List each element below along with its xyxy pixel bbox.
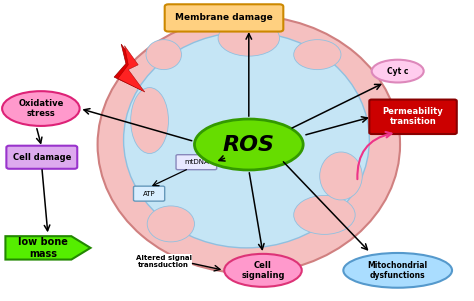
Text: Altered signal
transduction: Altered signal transduction: [136, 255, 192, 268]
Ellipse shape: [218, 20, 280, 56]
Text: Mitochondrial
dysfunctions: Mitochondrial dysfunctions: [368, 261, 428, 280]
Ellipse shape: [147, 206, 194, 242]
Ellipse shape: [294, 40, 341, 70]
Text: ROS: ROS: [223, 135, 275, 154]
FancyBboxPatch shape: [369, 100, 457, 134]
Ellipse shape: [319, 152, 362, 200]
Ellipse shape: [294, 195, 355, 234]
FancyBboxPatch shape: [6, 146, 77, 169]
Ellipse shape: [372, 60, 424, 82]
Ellipse shape: [343, 253, 452, 288]
Text: ATP: ATP: [143, 191, 155, 197]
FancyBboxPatch shape: [176, 155, 217, 170]
FancyBboxPatch shape: [134, 186, 164, 201]
FancyBboxPatch shape: [164, 4, 283, 32]
Text: Oxidative
stress: Oxidative stress: [18, 99, 64, 118]
Text: Membrane damage: Membrane damage: [175, 14, 273, 22]
Polygon shape: [5, 236, 91, 259]
Text: Cyt c: Cyt c: [387, 67, 409, 76]
Text: Cell damage: Cell damage: [13, 153, 71, 162]
Ellipse shape: [98, 16, 400, 273]
Polygon shape: [114, 44, 143, 91]
Text: Cell
signaling: Cell signaling: [241, 261, 285, 280]
Ellipse shape: [194, 119, 303, 170]
Ellipse shape: [124, 32, 369, 248]
Text: mtDNA: mtDNA: [184, 159, 209, 165]
Text: Permeability
transition: Permeability transition: [383, 107, 443, 126]
Ellipse shape: [146, 40, 182, 70]
Text: low bone
mass: low bone mass: [18, 237, 68, 259]
Polygon shape: [118, 46, 145, 92]
Ellipse shape: [224, 254, 302, 287]
Ellipse shape: [131, 88, 168, 154]
Ellipse shape: [2, 91, 80, 126]
